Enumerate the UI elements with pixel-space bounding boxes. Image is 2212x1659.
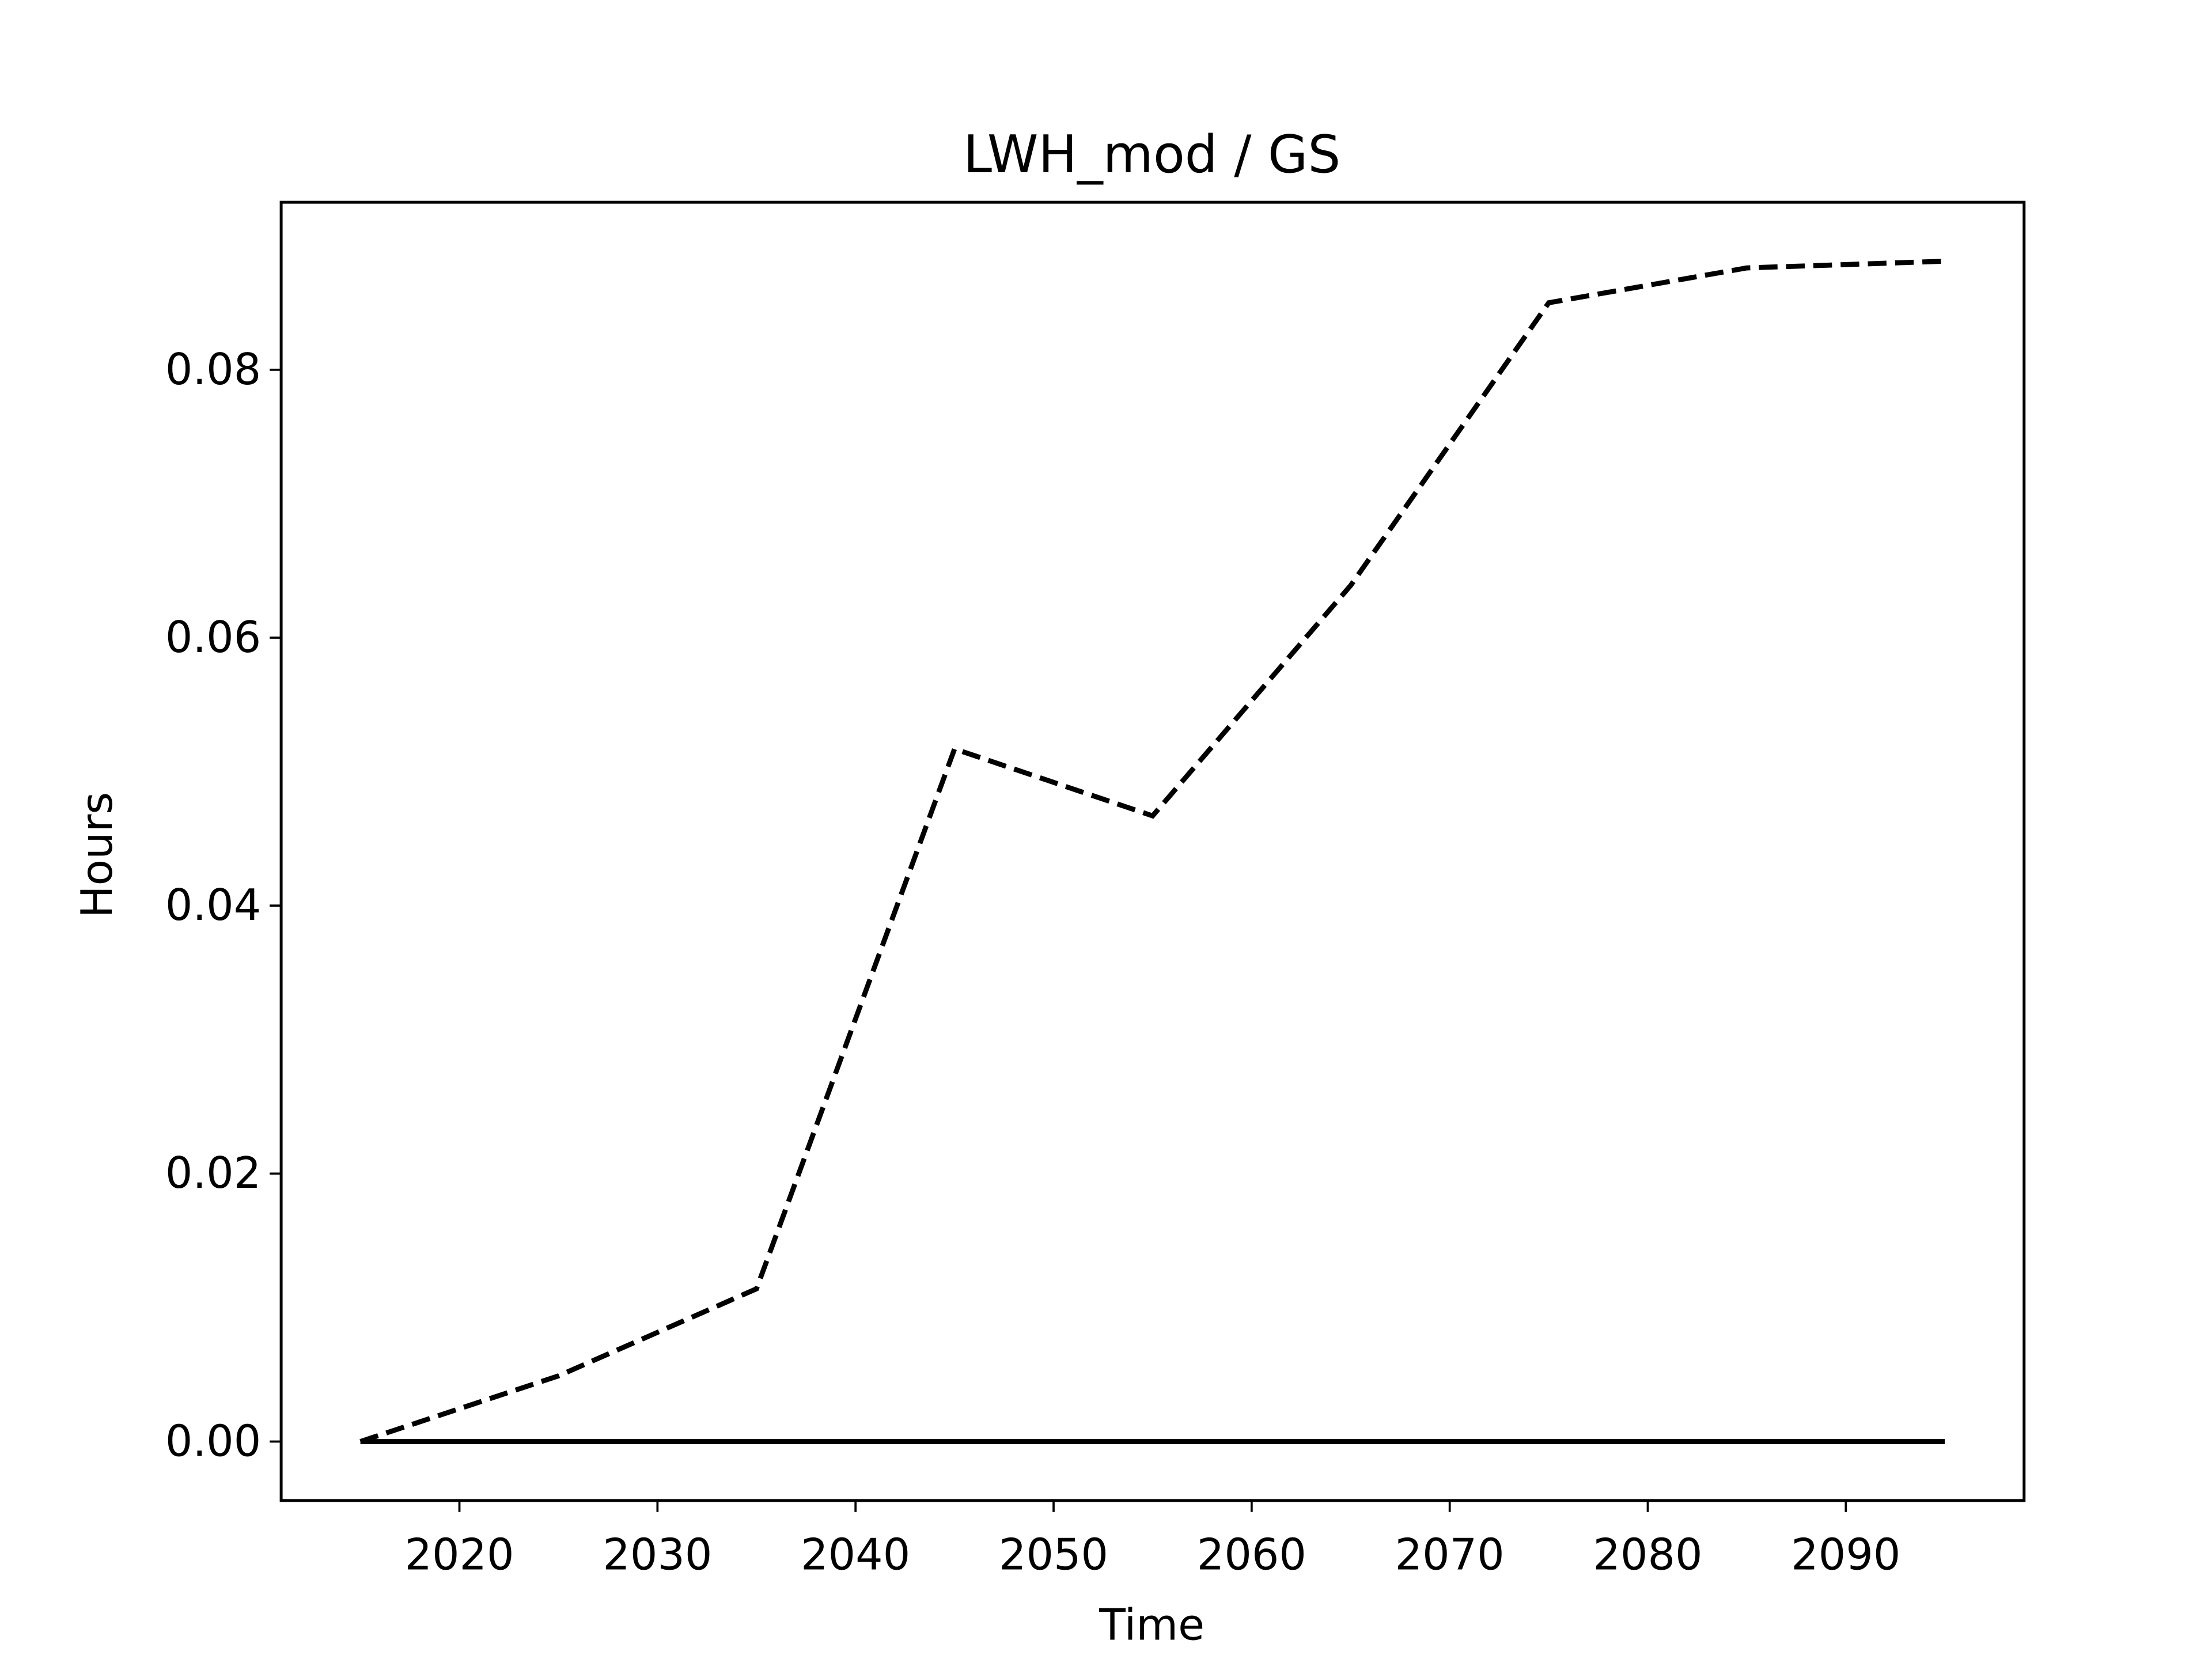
x-tick-label: 2040 <box>801 1529 910 1580</box>
y-axis-label: Hours <box>72 792 122 918</box>
x-tick-label: 2060 <box>1197 1529 1306 1580</box>
y-tick-label: 0.04 <box>165 880 261 930</box>
x-tick-label: 2020 <box>404 1529 514 1580</box>
x-axis-label: Time <box>1099 1600 1205 1650</box>
x-tick-label: 2050 <box>999 1529 1108 1580</box>
y-tick-label: 0.08 <box>165 344 261 395</box>
x-tick-label: 2030 <box>603 1529 712 1580</box>
plot-frame <box>279 200 2026 1502</box>
line-series <box>359 259 1945 1444</box>
y-tick-label: 0.02 <box>165 1148 261 1198</box>
chart-title: LWH_mod / GS <box>963 125 1340 185</box>
x-tick-label: 2070 <box>1395 1529 1505 1580</box>
y-tick-label: 0.06 <box>165 612 261 662</box>
y-tick-label: 0.00 <box>165 1416 261 1466</box>
x-tick-label: 2090 <box>1791 1529 1900 1580</box>
x-tick-label: 2080 <box>1593 1529 1702 1580</box>
